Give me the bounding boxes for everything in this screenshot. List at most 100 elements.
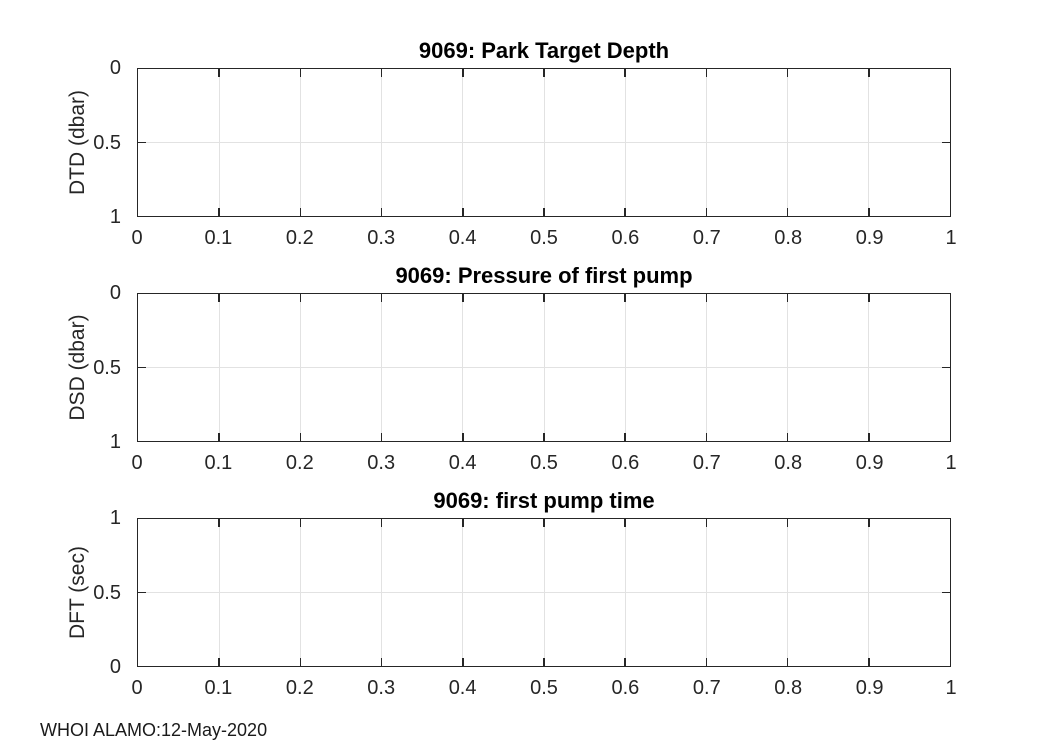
plot-area xyxy=(137,293,951,442)
x-tick-mark xyxy=(868,519,870,527)
y-tick-label: 1 xyxy=(109,507,121,529)
x-tick-mark xyxy=(299,433,302,441)
x-tick-label: 0.2 xyxy=(285,227,314,249)
y-tick-labels: 0 0.5 1 xyxy=(0,58,129,227)
x-tick-mark xyxy=(462,208,464,216)
x-tick-mark xyxy=(624,69,626,77)
x-tick-mark xyxy=(543,658,545,666)
figure-caption: WHOI ALAMO:12-May-2020 xyxy=(40,720,268,740)
x-tick-mark xyxy=(462,294,464,302)
x-tick-label: 0.1 xyxy=(204,227,233,249)
x-tick-label: 0.6 xyxy=(611,227,640,249)
x-tick-mark xyxy=(868,208,870,216)
x-tick-label: 0.1 xyxy=(204,452,233,474)
x-tick-mark xyxy=(218,69,220,77)
x-tick-label: 0.3 xyxy=(367,452,396,474)
y-tick-label: 0 xyxy=(109,656,121,678)
x-tick-mark xyxy=(462,69,464,77)
subplot-title: 9069: Park Target Depth xyxy=(418,38,670,63)
x-tick-mark xyxy=(786,519,789,527)
plot-area xyxy=(137,518,951,667)
x-tick-mark xyxy=(868,433,870,441)
x-tick-mark xyxy=(543,519,545,527)
subplot-park-target-depth: 9069: Park Target Depth DTD (dbar) 0 0.1 0… xyxy=(0,38,1050,263)
x-tick-label: 0.4 xyxy=(448,452,477,474)
y-tick-label: 0 xyxy=(109,282,121,304)
x-tick-mark xyxy=(868,294,870,302)
x-tick-label: 0.8 xyxy=(774,227,803,249)
x-tick-mark xyxy=(218,433,220,441)
subplot-title: 9069: Pressure of first pump xyxy=(395,263,693,288)
x-tick-label: 0.5 xyxy=(530,227,558,249)
x-tick-label: 0.4 xyxy=(448,227,477,249)
x-tick-mark xyxy=(868,658,870,666)
x-tick-label: 0 xyxy=(131,452,143,474)
gridline-horizontal xyxy=(138,367,950,368)
x-tick-label: 0.5 xyxy=(530,677,558,699)
x-tick-label: 0.8 xyxy=(774,677,803,699)
x-tick-mark xyxy=(380,208,383,216)
x-tick-mark xyxy=(624,519,626,527)
x-tick-label: 0.7 xyxy=(692,452,721,474)
x-tick-label: 0.2 xyxy=(285,677,314,699)
x-tick-mark xyxy=(218,208,220,216)
x-tick-mark xyxy=(299,208,302,216)
y-tick-mark xyxy=(942,591,950,594)
x-tick-mark xyxy=(380,658,383,666)
x-tick-label: 0.9 xyxy=(855,677,884,699)
subplot-title: 9069: first pump time xyxy=(433,488,655,513)
x-tick-label: 0.3 xyxy=(367,677,396,699)
x-tick-label: 1 xyxy=(945,452,957,474)
x-tick-label: 0.3 xyxy=(367,227,396,249)
x-tick-mark xyxy=(218,294,220,302)
x-tick-mark xyxy=(462,433,464,441)
x-tick-label: 1 xyxy=(945,227,957,249)
y-tick-label: 0.5 xyxy=(93,581,121,604)
y-tick-labels: 0 0.5 1 xyxy=(0,283,129,452)
x-tick-mark xyxy=(624,433,626,441)
x-tick-label: 0.4 xyxy=(448,677,477,699)
x-tick-mark xyxy=(624,208,626,216)
x-tick-mark xyxy=(462,658,464,666)
x-tick-mark xyxy=(299,519,302,527)
x-tick-mark xyxy=(705,69,708,77)
x-tick-mark xyxy=(218,519,220,527)
x-tick-mark xyxy=(786,433,789,441)
x-tick-mark xyxy=(543,69,545,77)
x-tick-label: 0 xyxy=(131,677,143,699)
x-tick-label: 0.7 xyxy=(692,677,721,699)
y-tick-label: 1 xyxy=(109,206,121,228)
x-tick-mark xyxy=(218,658,220,666)
y-tick-mark xyxy=(942,366,950,369)
subplot-first-pump-time: 9069: first pump time DFT (sec) 0 0.1 0.2 0… xyxy=(0,488,1050,713)
x-tick-mark xyxy=(868,69,870,77)
x-tick-mark xyxy=(462,519,464,527)
x-tick-mark xyxy=(543,294,545,302)
y-tick-mark xyxy=(138,141,146,144)
x-tick-label: 0.1 xyxy=(204,677,233,699)
y-tick-mark xyxy=(138,366,146,369)
x-tick-mark xyxy=(380,433,383,441)
x-tick-mark xyxy=(786,69,789,77)
x-tick-mark xyxy=(786,294,789,302)
x-tick-mark xyxy=(705,658,708,666)
y-tick-label: 1 xyxy=(109,431,121,453)
x-tick-label: 0.9 xyxy=(855,227,884,249)
x-tick-mark xyxy=(705,519,708,527)
x-tick-label: 0.6 xyxy=(611,452,640,474)
y-tick-mark xyxy=(942,141,950,144)
x-tick-mark xyxy=(624,294,626,302)
x-tick-mark xyxy=(299,69,302,77)
x-tick-labels: 0 0.1 0.2 0.3 0.4 0.5 0.6 0.7 0.8 0.9 1 xyxy=(131,677,956,699)
gridline-horizontal xyxy=(138,592,950,593)
x-tick-mark xyxy=(705,433,708,441)
subplot-pressure-first-pump: 9069: Pressure of first pump DSD (dbar) … xyxy=(0,263,1050,488)
x-tick-label: 0.5 xyxy=(530,452,558,474)
x-tick-label: 0.2 xyxy=(285,452,314,474)
y-tick-label: 0 xyxy=(109,57,121,79)
x-tick-mark xyxy=(543,208,545,216)
y-tick-label: 0.5 xyxy=(93,356,121,379)
x-tick-label: 1 xyxy=(945,677,957,699)
x-tick-mark xyxy=(624,658,626,666)
